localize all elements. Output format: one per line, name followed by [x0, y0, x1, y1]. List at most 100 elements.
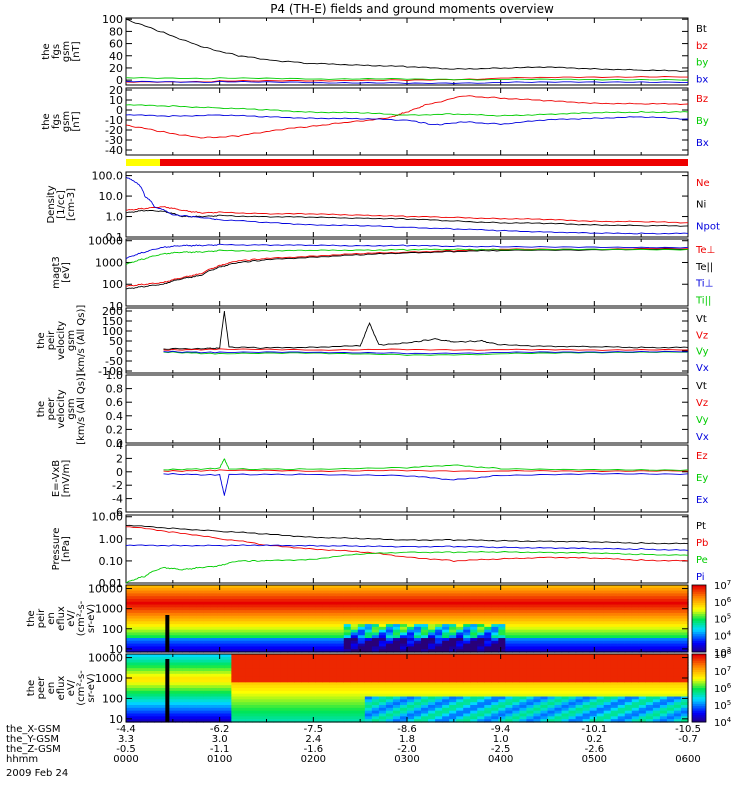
- heat-cell: [259, 615, 268, 620]
- heat-cell: [203, 585, 211, 589]
- heat-cell: [603, 596, 612, 600]
- heat-cell: [561, 671, 570, 675]
- heat-cell: [399, 662, 408, 666]
- heat-cell: [203, 656, 211, 661]
- heat-cell: [491, 699, 499, 703]
- heat-cell: [385, 649, 394, 653]
- heat-cell: [652, 688, 661, 692]
- heat-cell: [231, 682, 239, 686]
- heat-cell: [189, 707, 197, 712]
- heat-cell: [308, 596, 317, 600]
- colorbar-segment: [692, 618, 706, 622]
- heat-cell: [217, 632, 225, 636]
- heat-cell: [259, 656, 268, 661]
- heat-cell: [238, 656, 247, 661]
- heat-cell: [294, 590, 303, 594]
- heat-cell: [133, 696, 141, 700]
- heat-cell: [378, 604, 387, 608]
- heat-cell: [526, 618, 535, 622]
- legend-entry: Ti⊥: [695, 279, 713, 290]
- heat-cell: [652, 638, 661, 642]
- heat-cell: [484, 585, 492, 589]
- heat-cell: [308, 656, 317, 661]
- heat-cell: [596, 673, 605, 678]
- heat-cell: [301, 587, 310, 592]
- heat-cell: [273, 618, 282, 622]
- heat-cell: [203, 705, 211, 709]
- heat-cell: [350, 705, 359, 709]
- heat-cell: [673, 685, 682, 689]
- heat-cell: [519, 673, 528, 678]
- heat-cell: [582, 690, 591, 695]
- heat-cell: [442, 668, 450, 672]
- heat-cell: [596, 615, 605, 620]
- heat-cell: [371, 607, 380, 611]
- heat-cell: [414, 705, 422, 709]
- heat-cell: [350, 601, 359, 606]
- heat-cell: [329, 601, 338, 606]
- heat-cell: [589, 673, 598, 678]
- heat-cell: [336, 673, 345, 678]
- heat-cell: [399, 665, 408, 669]
- heat-cell: [610, 710, 619, 715]
- heat-cell: [287, 699, 296, 703]
- heat-cell: [638, 587, 647, 592]
- heat-cell: [659, 587, 668, 592]
- heat-cell: [294, 676, 303, 681]
- heat-cell: [378, 607, 387, 611]
- heat-cell: [673, 635, 682, 639]
- heat-cell: [645, 638, 654, 642]
- heat-cell: [231, 665, 239, 669]
- heat-cell: [336, 646, 345, 650]
- heat-cell: [631, 693, 640, 698]
- heat-cell: [315, 673, 324, 678]
- heat-cell: [168, 719, 176, 723]
- heat-cell: [238, 685, 247, 689]
- heat-cell: [280, 685, 289, 689]
- heat-cell: [259, 702, 268, 706]
- y-tick-label: 1000: [95, 672, 123, 685]
- legend-entry: Pt: [696, 521, 706, 532]
- heat-cell: [533, 665, 542, 669]
- heat-cell: [624, 585, 633, 589]
- heat-cell: [463, 624, 471, 628]
- heat-cell: [287, 659, 296, 664]
- heat-cell: [273, 585, 282, 589]
- heat-cell: [189, 629, 197, 634]
- heat-cell: [175, 618, 183, 622]
- heat-cell: [645, 640, 654, 645]
- heat-cell: [554, 643, 563, 648]
- heat-cell: [603, 621, 612, 625]
- heat-cell: [631, 638, 640, 642]
- heat-cell: [526, 685, 535, 689]
- heat-cell: [364, 638, 373, 642]
- heat-cell: [385, 719, 394, 723]
- heat-cell: [140, 702, 148, 706]
- heat-cell: [512, 693, 520, 698]
- heat-cell: [456, 668, 464, 672]
- heat-cell: [322, 685, 331, 689]
- heat-cell: [505, 643, 513, 648]
- heat-cell: [421, 632, 429, 636]
- heat-cell: [224, 707, 232, 712]
- heat-cell: [547, 643, 556, 648]
- heat-cell: [463, 604, 471, 608]
- heat-cell: [287, 719, 296, 723]
- heat-cell: [421, 685, 429, 689]
- y-axis-label: peer: [36, 676, 47, 700]
- heat-cell: [133, 632, 141, 636]
- heat-cell: [217, 587, 225, 592]
- heat-cell: [638, 654, 647, 658]
- heat-cell: [217, 607, 225, 611]
- heat-cell: [329, 646, 338, 650]
- heat-cell: [589, 629, 598, 634]
- heat-cell: [435, 598, 443, 603]
- heat-cell: [154, 673, 162, 678]
- legend-entry: Ne: [696, 178, 710, 189]
- heat-cell: [231, 646, 239, 650]
- x-row-value: 0.2: [586, 734, 602, 745]
- heat-cell: [385, 688, 394, 692]
- heat-cell: [603, 716, 612, 720]
- heat-cell: [512, 604, 520, 608]
- heat-cell: [477, 662, 485, 666]
